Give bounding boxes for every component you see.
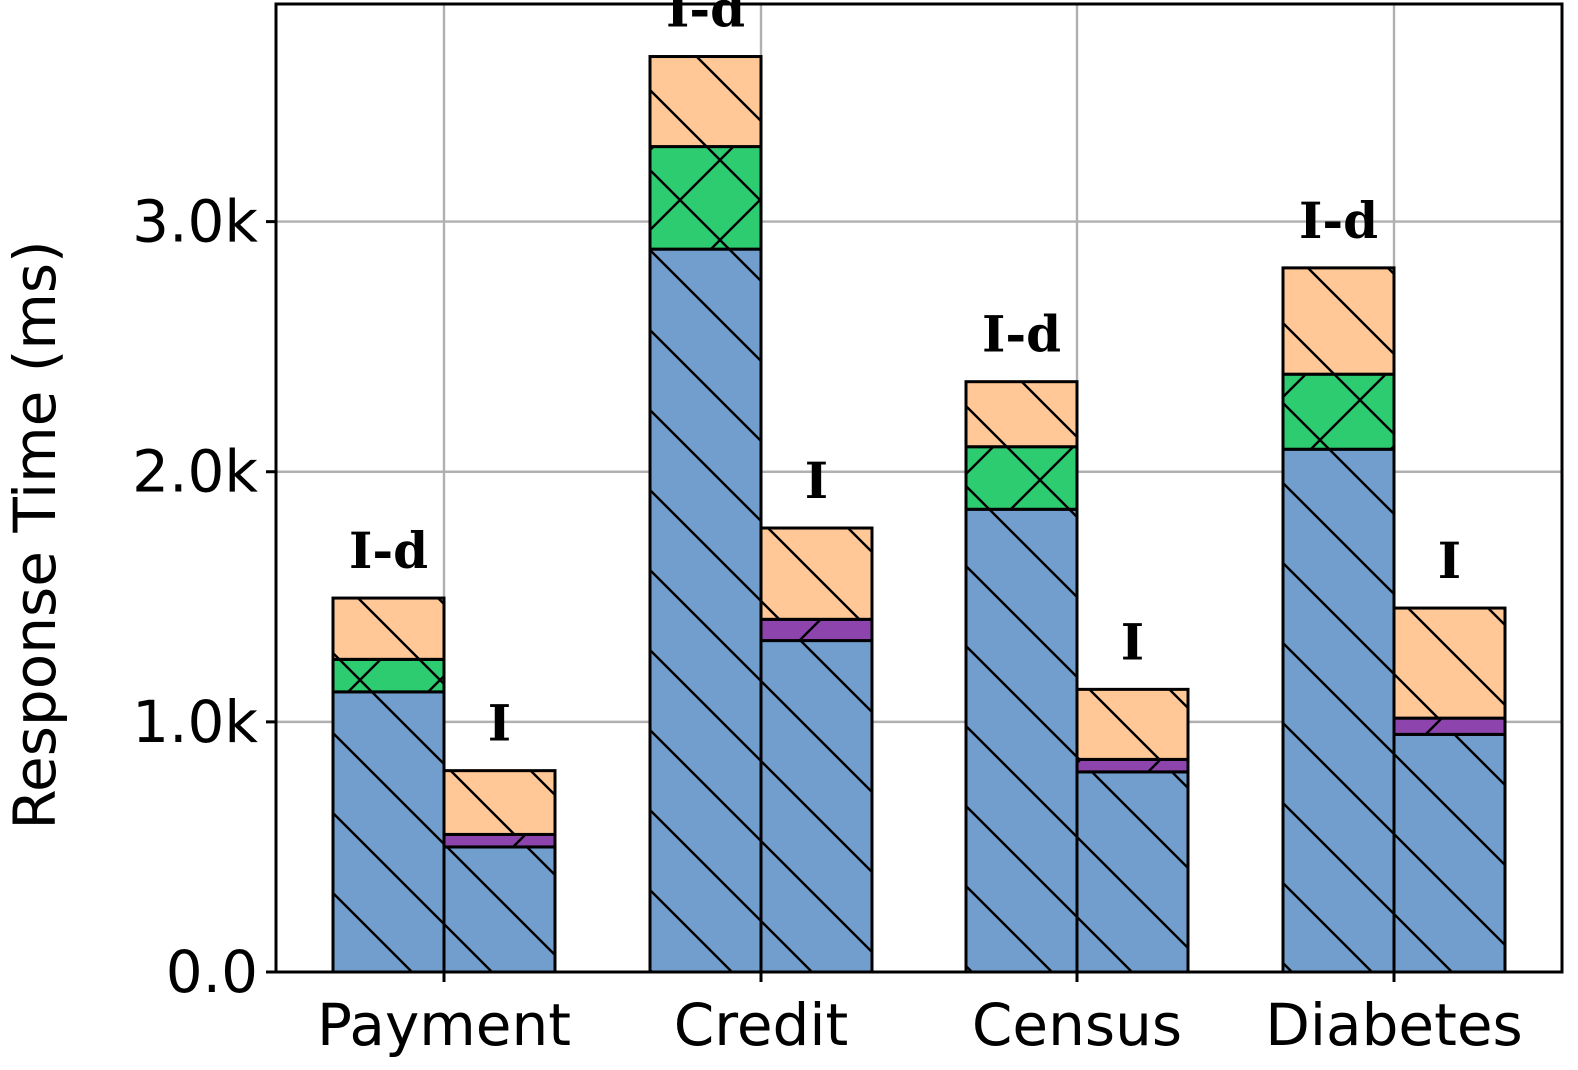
y-axis-title: Response Time (ms) — [1, 240, 69, 829]
x-tick-label: Payment — [317, 991, 571, 1059]
y-tick-label: 2.0k — [132, 438, 258, 506]
bar-segment-hatch — [761, 619, 872, 641]
bar-segment-outline — [442, 769, 557, 836]
bar-segment-hatch — [650, 146, 761, 250]
bar-segment-hatch — [1283, 267, 1394, 375]
bar-segment-hatch — [1394, 734, 1505, 972]
y-tick-label: 1.0k — [132, 688, 258, 756]
bar-segment-outline — [759, 526, 874, 621]
bar-segment-hatch — [1394, 608, 1505, 719]
x-tick-label: Census — [972, 991, 1182, 1059]
bar-segment-hatch — [333, 598, 444, 660]
bar-label: I-d — [1299, 191, 1378, 250]
bar-segment-hatch — [1283, 374, 1394, 450]
bar-segment-outline — [1392, 606, 1507, 720]
bar-segment-hatch — [761, 640, 872, 972]
bar-segment-outline — [1075, 687, 1190, 761]
bar-label: I-d — [982, 305, 1061, 364]
bar-segment-hatch — [650, 56, 761, 147]
bar-segment-hatch — [333, 659, 444, 692]
bar-segment-outline — [964, 380, 1079, 449]
bar-labels: I-d I I-d I I-d I I-d I — [349, 0, 1461, 753]
x-tick-label: Credit — [674, 991, 848, 1059]
bar-segment-hatch — [1394, 718, 1505, 735]
bar-segment-hatch — [650, 249, 761, 972]
y-tick-label: 0.0 — [166, 938, 258, 1006]
bar-segment-hatch — [444, 834, 555, 847]
bar-segment-outline — [331, 596, 446, 661]
y-axis: 0.0 1.0k 2.0k 3.0k — [132, 188, 276, 1006]
bar-segment-hatch — [444, 846, 555, 972]
bar-segment-outline — [648, 55, 763, 149]
bar-segment-hatch — [1077, 759, 1188, 772]
bar-segment-hatch — [966, 446, 1077, 510]
plot-frame — [274, 2, 1564, 974]
bar-label: I-d — [666, 0, 745, 39]
bars — [331, 55, 1507, 972]
bar-label: I — [805, 451, 828, 510]
bar-segment-hatch — [966, 509, 1077, 972]
bar-segment-hatch — [444, 770, 555, 835]
bar-segment-outline — [1281, 266, 1396, 376]
x-axis: Payment Credit Census Diabetes — [317, 972, 1523, 1059]
bar-segment-hatch — [966, 381, 1077, 447]
bar-segment-hatch — [333, 691, 444, 972]
bar-segment-hatch — [1077, 771, 1188, 972]
bar-segment-hatch — [761, 528, 872, 620]
y-tick-label: 3.0k — [132, 188, 258, 256]
bar-label: I — [488, 694, 511, 753]
bar-label: I-d — [349, 521, 428, 580]
bar-segment-hatch — [1077, 689, 1188, 760]
bar-label: I — [1121, 612, 1144, 671]
bar-label: I — [1438, 531, 1461, 590]
x-tick-label: Diabetes — [1265, 991, 1522, 1059]
bar-segment-hatch — [1283, 449, 1394, 972]
